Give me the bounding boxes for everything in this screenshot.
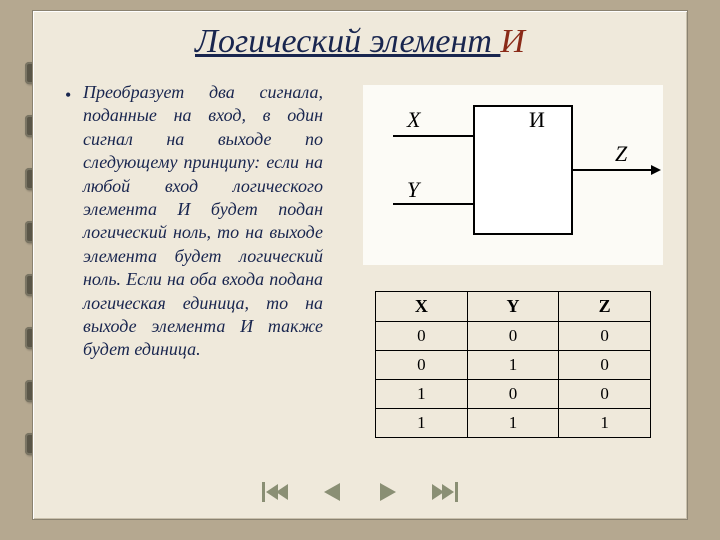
table-header: Y — [467, 292, 559, 322]
table-row: 000 — [376, 322, 651, 351]
table-row: 100 — [376, 380, 651, 409]
nav-bar — [33, 481, 687, 503]
table-cell: 0 — [376, 351, 468, 380]
bar-icon — [262, 482, 265, 502]
table-cell: 1 — [376, 409, 468, 438]
gate-label: И — [529, 107, 545, 133]
truth-table: XYZ 000010100111 — [375, 291, 651, 438]
table-cell: 0 — [467, 322, 559, 351]
wire-z — [573, 169, 655, 171]
logic-gate-diagram: И X Y Z — [363, 85, 663, 265]
slide-frame: Логический элемент И • Преобразует два с… — [32, 10, 688, 520]
title-accent: И — [500, 23, 525, 60]
bullet-dot: • — [65, 85, 71, 106]
nav-prev-button[interactable] — [320, 481, 346, 503]
arrow-z — [651, 165, 661, 175]
table-row: 111 — [376, 409, 651, 438]
table-header: X — [376, 292, 468, 322]
table-cell: 0 — [559, 322, 651, 351]
nav-first-button[interactable] — [266, 481, 292, 503]
table-row: 010 — [376, 351, 651, 380]
table-cell: 0 — [559, 351, 651, 380]
bar-icon — [455, 482, 458, 502]
input-label-x: X — [407, 107, 420, 133]
output-label-z: Z — [615, 141, 627, 167]
table-cell: 0 — [467, 380, 559, 409]
table-cell: 1 — [467, 409, 559, 438]
table-cell: 1 — [559, 409, 651, 438]
table-cell: 0 — [559, 380, 651, 409]
body-paragraph: Преобразует два сигнала, поданные на вхо… — [83, 81, 323, 362]
nav-next-button[interactable] — [374, 481, 400, 503]
table-header: Z — [559, 292, 651, 322]
wire-y — [393, 203, 473, 205]
triangle-left-icon — [324, 483, 340, 501]
table-cell: 1 — [467, 351, 559, 380]
wire-x — [393, 135, 473, 137]
double-right-icon — [442, 484, 454, 500]
nav-last-button[interactable] — [428, 481, 454, 503]
page-title: Логический элемент И — [33, 23, 687, 61]
triangle-right-icon — [380, 483, 396, 501]
double-left-icon — [276, 484, 288, 500]
input-label-y: Y — [407, 177, 419, 203]
gate-box — [473, 105, 573, 235]
title-main: Логический элемент — [195, 23, 500, 60]
table-cell: 0 — [376, 322, 468, 351]
table-cell: 1 — [376, 380, 468, 409]
